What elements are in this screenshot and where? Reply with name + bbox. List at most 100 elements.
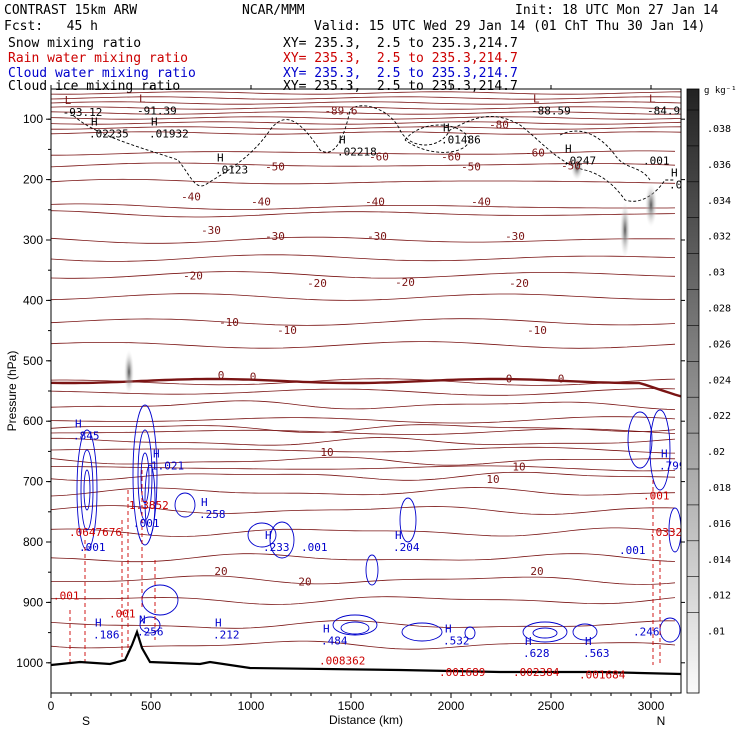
extrema-value: -91.39: [137, 104, 177, 117]
x-tick-label: 1500: [338, 699, 365, 713]
isotherm-line: [51, 271, 676, 279]
zero-isotherm-line: [51, 377, 681, 398]
extrema-value: -93.12: [63, 106, 103, 119]
isotherm-line: [51, 236, 676, 244]
field-xy-snow: XY= 235.3, 2.5 to 235.3,214.7: [283, 36, 518, 51]
extrema-marker: H: [151, 115, 158, 128]
extrema-value: .01932: [149, 127, 189, 140]
isotherm-line: [51, 116, 681, 120]
field-xy-rain: XY= 235.3, 2.5 to 235.3,214.7: [283, 51, 518, 66]
snow-shading: [571, 156, 583, 180]
isotherm-label: 10: [512, 461, 525, 474]
field-xy-cloud-water: XY= 235.3, 2.5 to 235.3,214.7: [283, 66, 518, 81]
extrema-label: H.01932: [149, 115, 189, 140]
y-tick-label: 400: [23, 293, 43, 307]
extrema-label: H1.021: [151, 448, 184, 473]
extrema-marker: N: [139, 614, 146, 627]
rain-label: .008362: [319, 655, 365, 668]
extrema-value: .0247: [563, 155, 596, 168]
colorbar-unit: g kg⁻¹: [704, 86, 737, 96]
isotherm-label: 20: [530, 565, 543, 578]
extrema-value: .532: [443, 635, 470, 648]
colorbar-scale: [686, 88, 700, 694]
forecast-hour: Fcst: 45 h: [4, 19, 98, 34]
rain-label: .001: [643, 490, 670, 503]
isotherm-label: -50: [461, 161, 481, 174]
plot-area: -89.6-80-60 -60 -60-50 -50 -50-40 -40 -40 -40-3…: [51, 91, 681, 693]
extrema-label: H.186: [93, 617, 120, 642]
cloud-water-contour: [649, 409, 671, 491]
extrema-label: H.484: [321, 623, 348, 648]
isotherm-line: [51, 640, 676, 650]
cloud-water-contour: [572, 623, 598, 641]
colorbar-tick-label: .02: [707, 447, 725, 458]
colorbar-tick-label: .032: [707, 232, 731, 243]
x-axis-label: Distance (km): [329, 713, 403, 727]
isotherm-label: 0: [218, 369, 225, 382]
extrema-value: .233: [263, 541, 290, 554]
isotherm-line: [51, 575, 676, 585]
y-tick-label: 800: [23, 535, 43, 549]
isotherm-label: 0: [250, 371, 257, 384]
isotherm-label: -60: [369, 150, 389, 163]
extrema-value: .01486: [441, 133, 481, 146]
extrema-value: .001: [133, 517, 160, 530]
extrema-label: H.00882: [669, 167, 681, 192]
rain-label: .001684: [579, 669, 626, 682]
extrema-label: H.233: [263, 529, 290, 554]
isotherm-line: [51, 203, 676, 210]
cloud-water-contour: [83, 469, 91, 511]
isotherm-label: -40: [365, 196, 385, 209]
x-tick-label: 500: [141, 699, 161, 713]
extrema-marker: L: [533, 92, 540, 105]
colorbar-tick-label: .03: [707, 268, 725, 279]
field-name-rain: Rain water mixing ratio: [8, 51, 189, 66]
cloud-water-contour: [659, 617, 681, 643]
isotherm-label: -20: [307, 277, 327, 290]
extrema-value: .204: [393, 541, 420, 554]
x-tick-label: 2000: [438, 699, 465, 713]
x-tick-label: 1000: [238, 699, 265, 713]
y-tick-label: 600: [23, 414, 43, 428]
extrema-marker: L: [139, 92, 146, 105]
isotherm-line: [51, 131, 681, 135]
extrema-marker: H: [153, 448, 160, 461]
isotherm-label: 10: [486, 473, 499, 486]
isotherm-line: [51, 150, 676, 156]
cloud-water-contour: [365, 554, 379, 586]
y-tick-label: 100: [23, 112, 43, 126]
extrema-label: H.212: [213, 617, 240, 642]
colorbar-tick-label: .036: [707, 160, 731, 171]
rain-label: .001689: [439, 666, 485, 679]
extrema-value: .02235: [89, 127, 129, 140]
init-time: Init: 18 UTC Mon 27 Jan 14: [515, 3, 719, 18]
extrema-label: L-84.94: [647, 92, 681, 117]
extrema-label: H.563: [583, 635, 610, 660]
extrema-marker: H: [585, 635, 592, 648]
south-end-label: S: [82, 714, 90, 728]
extrema-value: .0123: [215, 164, 248, 177]
colorbar-tick-label: .014: [707, 555, 731, 566]
extrema-value: .212: [213, 629, 240, 642]
isotherm-line: [51, 437, 676, 446]
extrema-marker: H: [323, 623, 330, 636]
extrema-marker: H: [75, 417, 82, 430]
terrain-fill: [51, 632, 681, 693]
extrema-value: .484: [321, 635, 348, 648]
cloud-water-contour: [144, 464, 156, 536]
extrema-value: .246: [633, 626, 660, 639]
extrema-label: H.532: [443, 623, 470, 648]
isotherm-label: 20: [214, 565, 227, 578]
cloud-water-contour: [464, 626, 476, 640]
isotherm-line: [51, 106, 681, 110]
x-tick-label: 2500: [538, 699, 565, 713]
cloud-water-contour: [80, 449, 94, 531]
extrema-label: H.0123: [215, 152, 248, 177]
north-end-label: N: [657, 714, 666, 728]
isotherm-label: -40: [471, 196, 491, 209]
extrema-marker: H: [201, 496, 208, 509]
isotherm-label: -10: [527, 324, 547, 337]
extrema-value: 1.021: [151, 460, 184, 473]
cloud-water-contour: [522, 621, 568, 643]
